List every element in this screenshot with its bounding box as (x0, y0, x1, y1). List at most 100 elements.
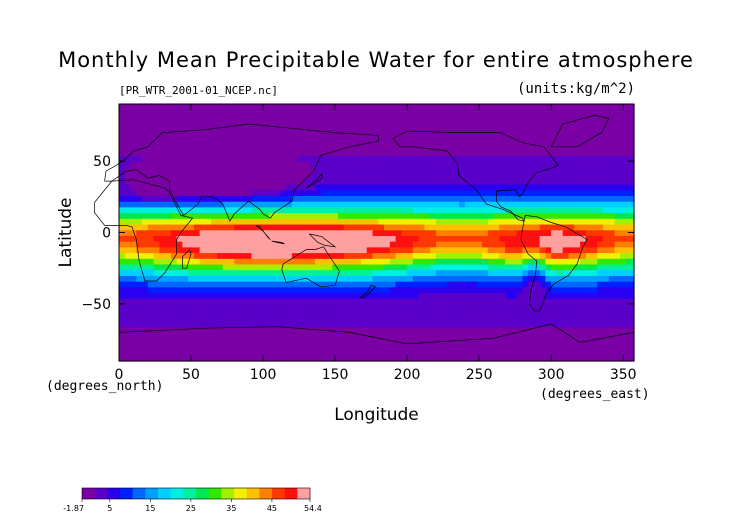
heatmap-cell (199, 241, 207, 248)
heatmap-cell (626, 155, 633, 162)
heatmap-cell (389, 229, 397, 236)
heatmap-cell (608, 292, 616, 299)
heatmap-cell (631, 286, 635, 294)
heatmap-cell (626, 355, 633, 362)
heatmap-cell (482, 292, 489, 299)
heatmap-cell (412, 189, 420, 196)
heatmap-cell (309, 269, 316, 276)
heatmap-cell (493, 298, 500, 305)
heatmap-cell (366, 206, 374, 214)
colorbar-swatch (82, 488, 96, 499)
heatmap-cell (286, 143, 293, 151)
heatmap-cell (343, 315, 351, 322)
heatmap-cell (424, 132, 431, 139)
heatmap-cell (136, 338, 143, 345)
heatmap-cell (522, 338, 529, 345)
heatmap-cell (528, 201, 535, 208)
heatmap-cell (199, 281, 207, 288)
heatmap-cell (320, 143, 328, 151)
heatmap-cell (136, 189, 143, 196)
heatmap-cell (631, 241, 635, 248)
heatmap-cell (516, 241, 523, 248)
heatmap-cell (389, 189, 397, 196)
heatmap-cell (424, 343, 431, 351)
heatmap-cell (291, 161, 299, 168)
heatmap-cell (274, 281, 281, 288)
heatmap-cell (286, 138, 293, 145)
heatmap-cell (142, 223, 149, 231)
heatmap-cell (320, 309, 328, 316)
heatmap-cell (153, 206, 160, 214)
heatmap-cell (366, 166, 374, 174)
heatmap-cell (274, 286, 281, 294)
heatmap-cell (291, 281, 299, 288)
heatmap-cell (493, 206, 500, 214)
heatmap-cell (222, 338, 230, 345)
heatmap-cell (493, 263, 500, 271)
heatmap-cell (228, 206, 235, 214)
heatmap-cell (458, 309, 466, 316)
heatmap-cell (551, 258, 558, 265)
heatmap-cell (556, 149, 564, 156)
heatmap-cell (124, 275, 132, 282)
heatmap-cell (216, 143, 224, 151)
heatmap-cell (395, 332, 402, 339)
heatmap-cell (188, 292, 195, 299)
heatmap-cell (268, 115, 276, 122)
heatmap-cell (124, 246, 132, 254)
heatmap-cell (211, 326, 218, 334)
heatmap-cell (216, 269, 224, 276)
heatmap-cell (291, 286, 299, 294)
heatmap-cell (314, 292, 322, 299)
heatmap-cell (286, 121, 293, 128)
heatmap-cell (453, 109, 460, 117)
heatmap-cell (176, 349, 183, 356)
heatmap-cell (309, 343, 316, 351)
heatmap-cell (119, 343, 126, 351)
heatmap-cell (165, 252, 172, 259)
heatmap-cell (263, 115, 270, 122)
heatmap-cell (620, 338, 627, 345)
heatmap-cell (447, 321, 454, 328)
heatmap-cell (251, 201, 258, 208)
heatmap-cell (303, 172, 310, 179)
colorbar-swatch (246, 488, 260, 499)
heatmap-cell (199, 218, 207, 225)
heatmap-cell (188, 281, 195, 288)
heatmap-cell (268, 195, 276, 202)
heatmap-cell (211, 298, 218, 305)
heatmap-cell (389, 355, 397, 362)
heatmap-cell (136, 166, 143, 174)
heatmap-cell (626, 183, 633, 191)
heatmap-cell (274, 332, 281, 339)
heatmap-cell (395, 246, 402, 254)
heatmap-cell (551, 161, 558, 168)
heatmap-cell (631, 326, 635, 334)
heatmap-cell (372, 269, 379, 276)
heatmap-cell (591, 212, 598, 219)
heatmap-cell (228, 258, 235, 265)
heatmap-cell (470, 121, 477, 128)
heatmap-cell (309, 212, 316, 219)
heatmap-cell (355, 258, 362, 265)
heatmap-cell (418, 195, 425, 202)
heatmap-cell (608, 321, 616, 328)
heatmap-cell (314, 138, 322, 145)
heatmap-cell (297, 303, 304, 311)
heatmap-cell (153, 121, 160, 128)
heatmap-cell (499, 315, 506, 322)
heatmap-cell (384, 115, 391, 122)
heatmap-cell (499, 326, 506, 334)
heatmap-cell (401, 258, 408, 265)
heatmap-cell (320, 206, 328, 214)
heatmap-cell (482, 132, 489, 139)
heatmap-cell (309, 292, 316, 299)
heatmap-cell (482, 189, 489, 196)
heatmap-cell (222, 149, 230, 156)
heatmap-cell (626, 326, 633, 334)
heatmap-cell (222, 223, 230, 231)
heatmap-cell (533, 172, 541, 179)
heatmap-cell (199, 229, 207, 236)
heatmap-cell (199, 258, 207, 265)
heatmap-cell (240, 258, 247, 265)
